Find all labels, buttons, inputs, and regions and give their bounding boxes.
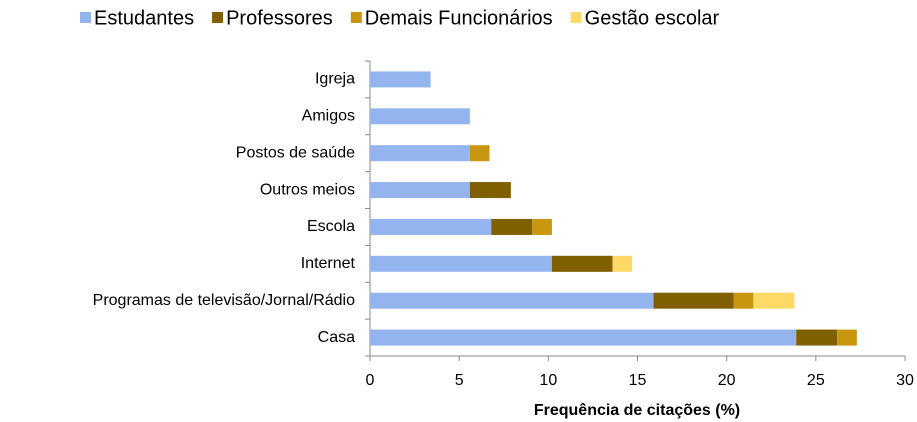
category-label: Programas de televisão/Jornal/Rádio	[93, 292, 355, 309]
legend-label: Professores	[226, 7, 333, 29]
x-axis-label: Frequência de citações (%)	[534, 402, 740, 419]
bar-segment	[370, 255, 552, 272]
category-label: Casa	[318, 329, 355, 346]
bar-segment	[370, 145, 470, 162]
bar-segment	[469, 145, 490, 162]
legend-label: Demais Funcionários	[365, 7, 553, 29]
bar-segment	[370, 329, 797, 346]
category-label: Outros meios	[260, 181, 355, 198]
x-tick-label: 10	[539, 372, 557, 389]
bar-segment	[612, 255, 633, 272]
bar-segment	[532, 218, 552, 235]
bar-segment	[551, 255, 613, 272]
x-tick-label: 5	[455, 372, 464, 389]
legend-label: Gestão escolar	[585, 7, 720, 29]
legend-swatch	[350, 12, 362, 23]
bar-segment	[653, 292, 734, 309]
bar-segment	[370, 71, 431, 88]
legend-swatch	[80, 12, 91, 23]
bar-segment	[491, 218, 533, 235]
bar-segment	[753, 292, 795, 309]
x-tick-label: 15	[629, 372, 647, 389]
bar-segment	[796, 329, 838, 346]
category-label: Internet	[301, 255, 356, 272]
x-tick-label: 20	[718, 372, 736, 389]
bar-segment	[837, 329, 857, 346]
legend-swatch	[212, 12, 224, 23]
category-label: Postos de saúde	[236, 144, 355, 161]
category-label: Igreja	[315, 71, 355, 88]
bar-segment	[370, 218, 492, 235]
legend-label: Estudantes	[94, 7, 194, 29]
bar-segment	[733, 292, 754, 309]
x-tick-label: 30	[896, 372, 914, 389]
bar-segment	[370, 292, 654, 309]
category-label: Amigos	[302, 108, 355, 125]
x-tick-label: 25	[807, 372, 825, 389]
bar-segment	[370, 108, 470, 125]
x-tick-label: 0	[366, 372, 375, 389]
category-label: Escola	[307, 218, 355, 235]
bar-segment	[370, 182, 470, 199]
bar-segment	[469, 182, 511, 199]
legend-swatch	[570, 12, 582, 23]
